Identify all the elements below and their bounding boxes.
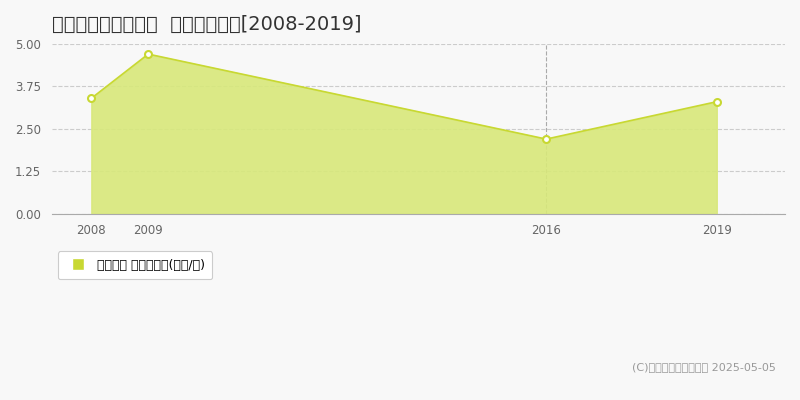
Text: 岩手郡雫石町下町東  土地価格推移[2008-2019]: 岩手郡雫石町下町東 土地価格推移[2008-2019]: [51, 15, 361, 34]
Point: [710, 98, 723, 105]
Point: [540, 136, 553, 142]
Legend: 土地価格 平均坪単価(万円/坪): 土地価格 平均坪単価(万円/坪): [58, 251, 212, 279]
Text: (C)土地価格ドットコム 2025-05-05: (C)土地価格ドットコム 2025-05-05: [632, 362, 776, 372]
Point: [85, 95, 98, 102]
Point: [142, 51, 154, 57]
